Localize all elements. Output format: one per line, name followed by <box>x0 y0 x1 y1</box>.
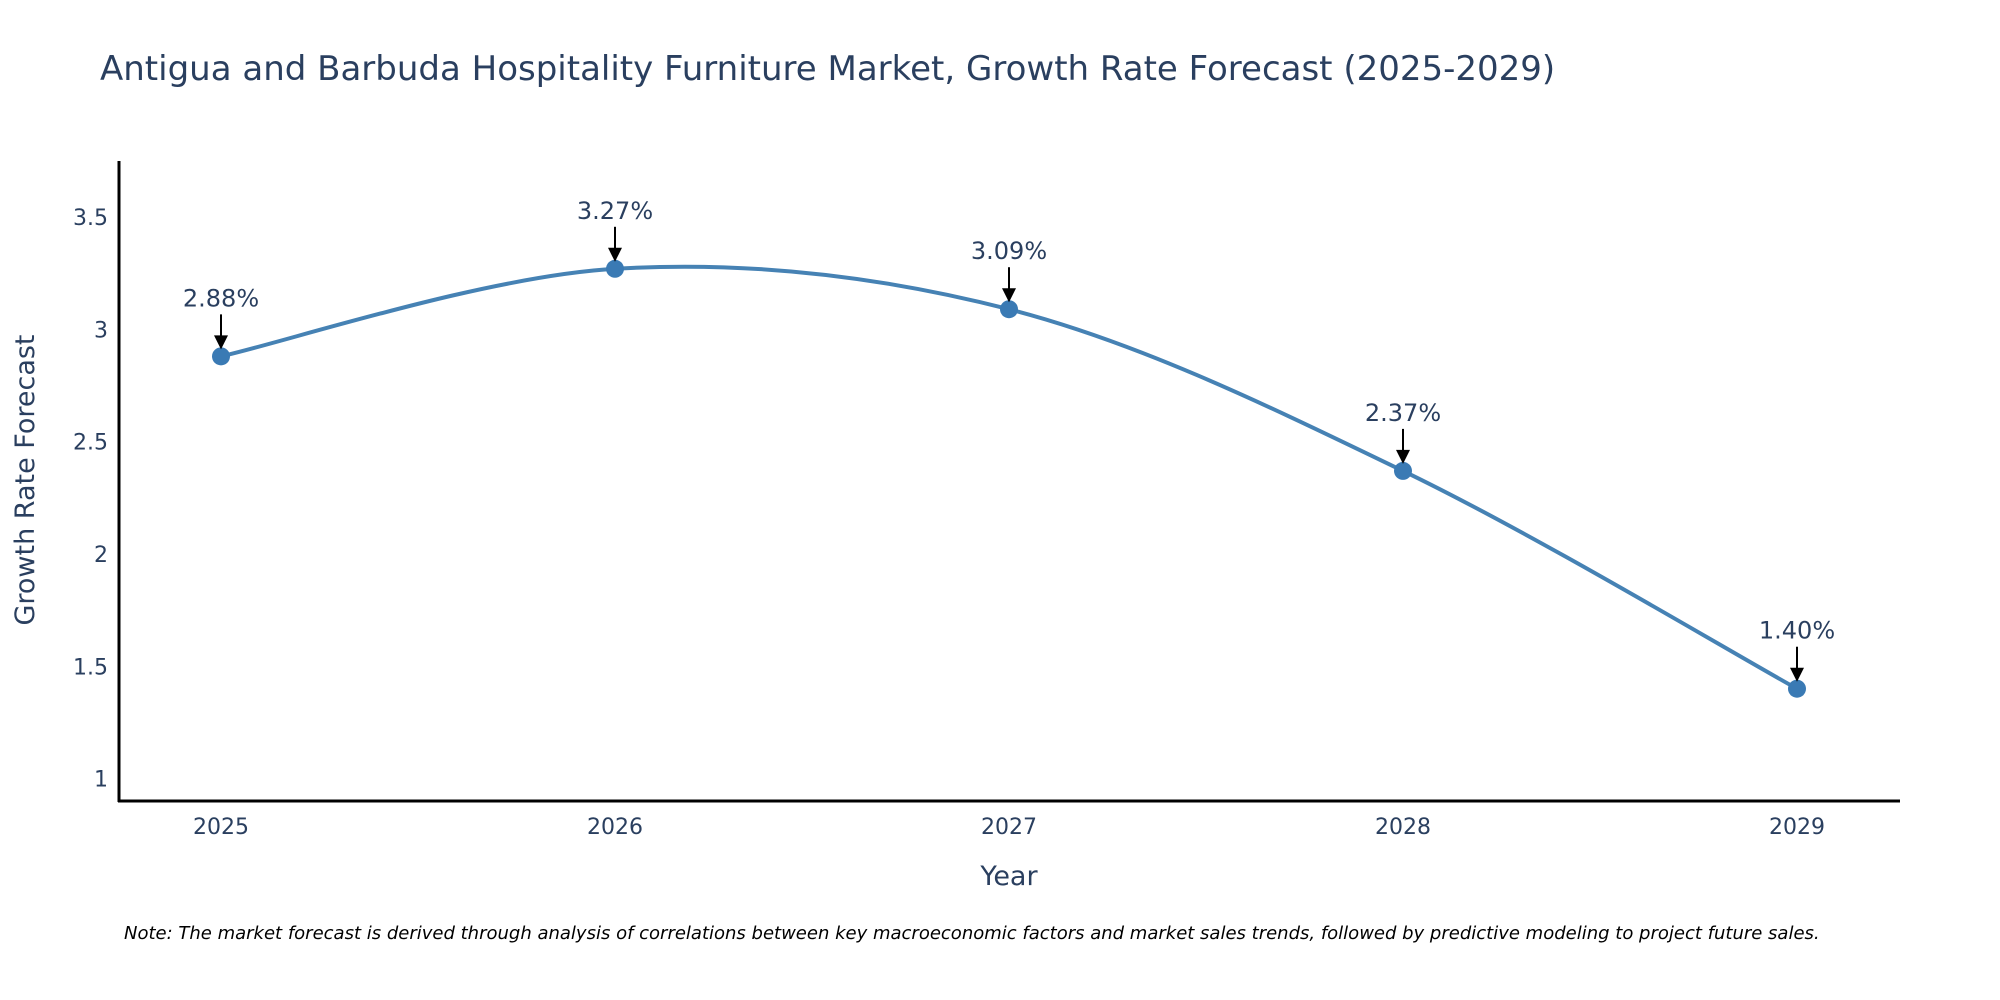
x-tick-label: 2029 <box>1769 815 1825 840</box>
series-line <box>220 264 1798 691</box>
data-labels: 2.88% 3.27% 3.09% 2.37% 1.40% <box>183 197 1835 682</box>
annotation-arrowhead <box>608 247 622 262</box>
data-label-2028: 2.37% <box>1365 399 1441 427</box>
y-tick-label: 3.5 <box>73 206 108 231</box>
annotation-arrowhead <box>1002 288 1016 303</box>
chart-title: Antigua and Barbuda Hospitality Furnitur… <box>100 49 1555 89</box>
x-tick-label: 2026 <box>587 815 643 840</box>
y-axis-title: Growth Rate Forecast <box>10 334 41 625</box>
x-tick-label: 2025 <box>193 815 249 840</box>
x-axis-title: Year <box>979 861 1038 892</box>
y-tick-label: 2 <box>94 543 108 568</box>
annotation-arrowhead <box>1396 449 1410 464</box>
y-tick-label: 1.5 <box>73 655 108 680</box>
data-label-2027: 3.09% <box>971 237 1047 265</box>
annotation-arrowhead <box>1790 667 1804 682</box>
y-axis-ticks: 1 1.5 2 2.5 3 3.5 <box>73 206 108 792</box>
data-label-2029: 1.40% <box>1759 617 1835 645</box>
data-point-2028 <box>1394 461 1412 480</box>
x-tick-label: 2028 <box>1375 815 1431 840</box>
x-axis-ticks: 2025 2026 2027 2028 2029 <box>193 815 1825 840</box>
data-point-2029 <box>1788 679 1806 698</box>
annotation-arrowhead <box>214 335 228 350</box>
data-label-2026: 3.27% <box>577 197 653 225</box>
data-point-2026 <box>606 259 624 278</box>
x-tick-label: 2027 <box>981 815 1037 840</box>
data-points <box>212 259 1806 698</box>
data-label-2025: 2.88% <box>183 284 259 312</box>
y-tick-label: 1 <box>94 768 108 793</box>
y-tick-label: 2.5 <box>73 431 108 456</box>
data-point-2025 <box>212 347 230 366</box>
y-tick-label: 3 <box>94 318 108 343</box>
data-point-2027 <box>1000 300 1018 319</box>
footnote: Note: The market forecast is derived thr… <box>124 923 1820 944</box>
